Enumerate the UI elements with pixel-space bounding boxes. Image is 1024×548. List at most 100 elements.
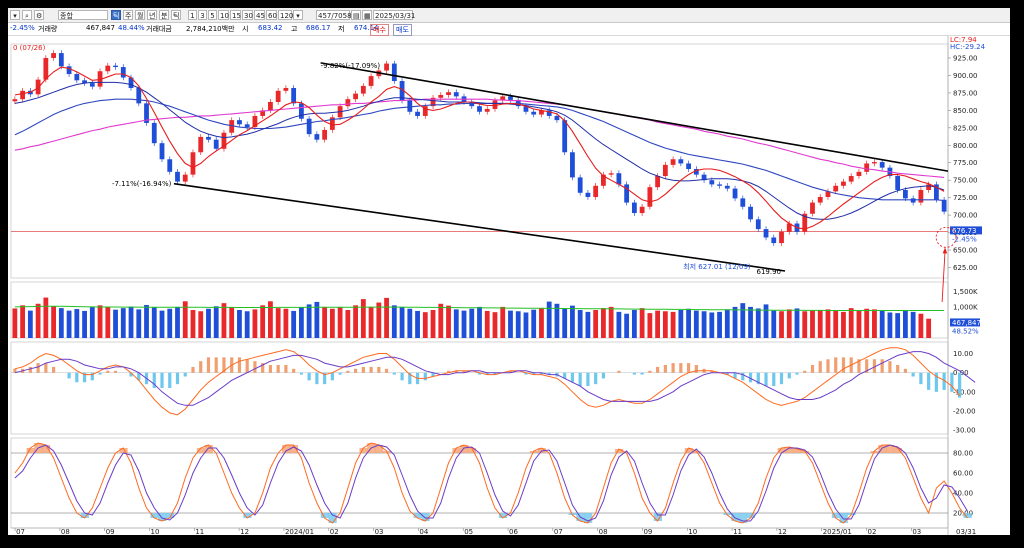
candle-body (66, 66, 72, 75)
minute-btn-15[interactable]: 15 (230, 10, 241, 20)
macd-hist-bar (563, 372, 567, 379)
stochastic-overbought-fill (886, 445, 895, 453)
toolbar: ▾ ⌕ ⚙ 종합(KOSDAQ) 틱 주 월 년 분 틱 1 3 5 10 15… (8, 8, 1010, 30)
volume-bar (345, 310, 351, 338)
candle-body (779, 231, 784, 244)
volume-bar (879, 310, 885, 338)
minute-btn-60[interactable]: 60 (266, 10, 277, 20)
macd-hist-bar (28, 366, 32, 373)
candle-body (631, 202, 637, 214)
volume-bar (631, 310, 637, 338)
volume-bar (438, 303, 444, 338)
stock-chart[interactable]: 925.00 900.00 875.00 850.00 825.00 800.00 775.… (8, 36, 1010, 535)
stochastic-tick-label: 20.00 (953, 510, 973, 518)
macd-hist-bar (810, 365, 815, 373)
volume-bar (283, 308, 289, 338)
macd-hist-bar (51, 366, 56, 373)
stochastic-oversold-fill (158, 513, 167, 521)
period-tab-0[interactable]: 틱 (111, 10, 121, 20)
volume-bar (353, 305, 358, 338)
period-tab-5[interactable]: 틱 (171, 10, 181, 20)
volume-bar (477, 306, 482, 338)
date-input[interactable]: 2025/03/31 (373, 10, 416, 20)
minute-btn-45[interactable]: 45 (254, 10, 265, 20)
volume-bar (539, 308, 544, 338)
search-icon[interactable]: ⌕ (22, 10, 32, 20)
volume-bar (275, 308, 281, 338)
minute-btn-120[interactable]: 120 (278, 10, 294, 20)
period-tab-3[interactable]: 년 (147, 10, 157, 20)
macd-hist-bar (384, 368, 389, 373)
candle-body (182, 174, 188, 182)
volume-bar (12, 308, 18, 338)
buy-button[interactable]: 매수 (370, 24, 389, 36)
minute-btn-1[interactable]: 1 (188, 10, 197, 20)
current-price-label: 676.73 (952, 227, 977, 235)
market-selector[interactable]: 종합(KOSDAQ) (58, 10, 108, 30)
period-tab-1[interactable]: 주 (123, 10, 133, 20)
price-tick-label: 775.00 (953, 159, 978, 167)
dropdown-icon[interactable]: ▾ (10, 10, 20, 20)
price-annotation: -7.11%(-16.94%) (112, 180, 172, 188)
x-tick-label: 11 (733, 528, 742, 535)
candle-body (717, 184, 722, 186)
macd-hist-bar (44, 363, 48, 373)
volume-bar (35, 303, 41, 338)
save-icon[interactable]: ▤ (351, 10, 361, 20)
dropdown-icon[interactable]: ▾ (293, 10, 303, 20)
macd-hist-bar (601, 372, 606, 379)
volume-bar (732, 306, 738, 338)
stochastic-overbought-fill (452, 448, 461, 453)
candle-body (51, 53, 56, 58)
bar-counter[interactable]: 457/7058 (316, 10, 352, 20)
macd-hist-bar (679, 363, 683, 373)
volume-bar (291, 310, 297, 338)
macd-hist-bar (315, 372, 319, 385)
macd-hist-bar (539, 372, 544, 375)
highlight-arrow-head (942, 247, 948, 254)
settings-icon[interactable]: ⚙ (34, 10, 44, 20)
candle-body (89, 83, 95, 87)
volume-label: 거래량 (38, 25, 58, 33)
price-tick-label: 700.00 (953, 212, 978, 220)
macd-hist-bar (640, 372, 644, 375)
open-label: 시 (242, 25, 249, 33)
stochastic-oversold-fill (584, 513, 593, 523)
x-tick-label: 07 (554, 528, 563, 535)
period-tab-2[interactable]: 월 (135, 10, 145, 20)
minute-btn-30[interactable]: 30 (242, 10, 253, 20)
candle-body (616, 173, 622, 185)
sell-button[interactable]: 매도 (393, 24, 412, 36)
candle-body (314, 134, 320, 140)
candle-body (384, 63, 389, 71)
volume-bar (128, 306, 134, 338)
volume-bar (82, 310, 87, 338)
volume-bar (616, 311, 622, 338)
volume-tick-label: 1,500K (953, 288, 978, 296)
macd-hist-bar (353, 368, 358, 373)
highlight-arrow (941, 249, 946, 303)
candle-body (229, 120, 235, 133)
minute-btn-3[interactable]: 3 (198, 10, 207, 20)
minute-btn-5[interactable]: 5 (208, 10, 217, 20)
period-tab-4[interactable]: 분 (159, 10, 169, 20)
volume-bar (523, 312, 529, 338)
macd-hist-bar (570, 372, 575, 383)
x-tick-label: 2025/01 (823, 528, 852, 535)
volume-bar (802, 311, 808, 338)
minute-btn-10[interactable]: 10 (218, 10, 229, 20)
volume-bar (391, 305, 397, 338)
candle-body (802, 213, 808, 232)
stochastic-oversold-fill (731, 513, 740, 521)
volume-bar (360, 299, 366, 338)
volume-bar (306, 304, 312, 338)
volume-bar (376, 302, 382, 338)
candle-body (817, 196, 823, 203)
candle-body (268, 101, 273, 111)
stochastic-overbought-fill (374, 445, 384, 453)
current-price-box (950, 226, 982, 235)
calendar-icon[interactable]: ▦ (362, 10, 372, 20)
volume-bar (151, 307, 157, 338)
candle-body (539, 110, 544, 115)
macd-hist-bar (872, 359, 877, 373)
